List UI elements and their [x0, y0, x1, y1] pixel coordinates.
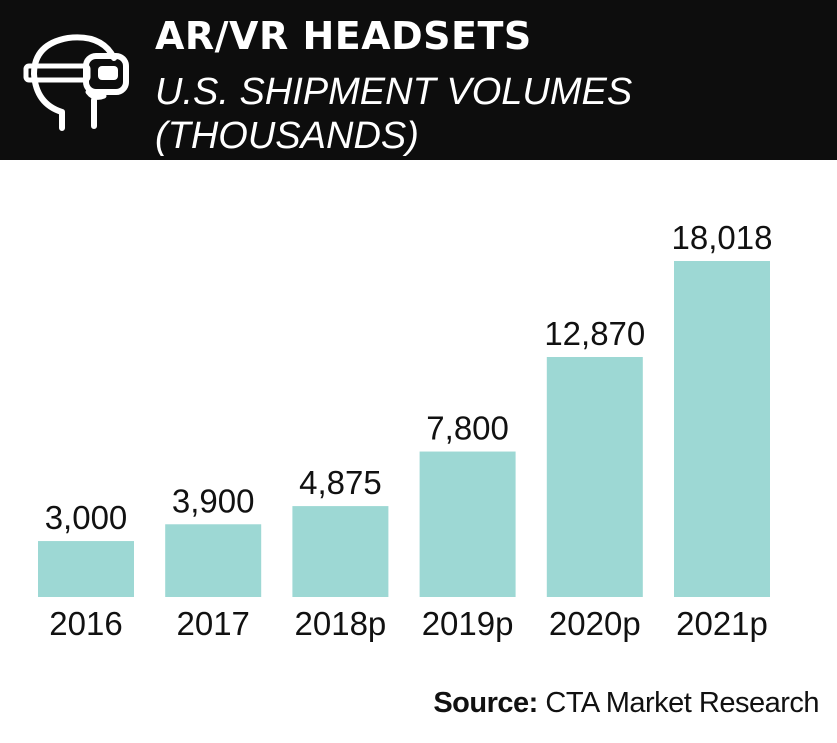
category-label: 2017: [176, 605, 249, 642]
bar-chart: 3,000 2016 3,900 2017 4,875 2018p 7,800 2019p 12…: [38, 219, 773, 642]
chart-subtitle: U.S. SHIPMENT VOLUMES (THOUSANDS): [155, 71, 633, 157]
bar-2017: [165, 524, 262, 597]
bar-2021p: [674, 261, 770, 597]
source-label: Source:: [433, 687, 538, 719]
value-label: 18,018: [672, 219, 773, 256]
value-label: 7,800: [426, 410, 509, 447]
category-label: 2019p: [422, 605, 514, 642]
category-label: 2020p: [549, 605, 641, 642]
category-label: 2018p: [295, 605, 387, 642]
value-label: 3,000: [45, 499, 128, 536]
chart-header: AR/VR HEADSETS U.S. SHIPMENT VOLUMES (TH…: [0, 0, 837, 160]
chart-title: AR/VR HEADSETS: [155, 14, 532, 58]
source-note: Source: CTA Market Research: [433, 687, 819, 720]
source-value: CTA Market Research: [545, 687, 819, 719]
bar-2020p: [546, 357, 643, 597]
value-label: 3,900: [172, 482, 255, 519]
category-label: 2016: [49, 605, 122, 642]
vr-headset-icon: [23, 34, 129, 131]
bar-2018p: [292, 506, 389, 597]
bar-2019p: [419, 451, 516, 597]
category-label: 2021p: [676, 605, 768, 642]
bar-2016: [38, 541, 134, 597]
value-label: 4,875: [299, 464, 382, 501]
value-label: 12,870: [544, 315, 645, 352]
